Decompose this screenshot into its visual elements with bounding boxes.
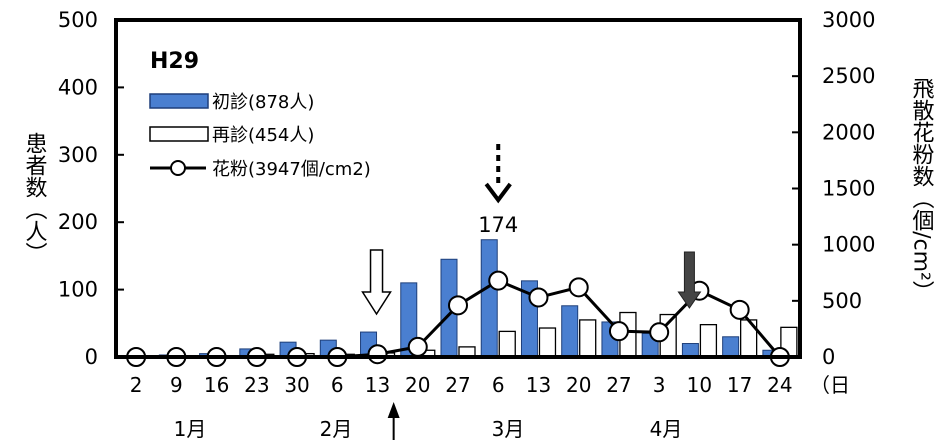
month-label: 2月	[320, 417, 353, 441]
y-tick-label-right: 3000	[822, 8, 875, 32]
x-tick-label: 9	[170, 373, 183, 397]
legend: H29 初診(878人) 再診(454人) 花粉(3947個/cm2)	[149, 49, 371, 180]
y-tick-label-left: 500	[58, 8, 98, 32]
legend-label-pollen: 花粉(3947個/cm2)	[212, 159, 371, 180]
dotted-arrow-head	[484, 182, 512, 204]
y-tick-label-left: 0	[85, 345, 98, 369]
bar-revisit	[538, 327, 557, 358]
bar-first-visit	[722, 336, 740, 358]
bar-revisit	[498, 330, 516, 358]
legend-swatch-first-visit	[149, 93, 209, 109]
legend-marker-pollen	[170, 160, 186, 176]
pollen-point	[649, 322, 670, 343]
x-tick-label: 10	[687, 373, 712, 397]
pollen-point	[528, 287, 549, 308]
y-tick-label-right: 2500	[822, 64, 875, 88]
y-tick-label-right: 2000	[822, 120, 875, 144]
y-axis-title-left: 患者数（人）	[22, 132, 48, 264]
legend-swatch-revisit	[149, 126, 209, 142]
x-tick-label: 6	[331, 373, 344, 397]
x-tick-label: 13	[526, 373, 551, 397]
x-tick-label: 17	[727, 373, 752, 397]
chart-title: H29	[150, 49, 199, 74]
bar-revisit	[699, 323, 718, 358]
y-tick-label-right: 0	[822, 345, 835, 369]
x-tick-label: 20	[405, 373, 430, 397]
x-tick-label: 2	[130, 373, 143, 397]
pollen-point	[568, 277, 589, 298]
bar-first-visit	[480, 239, 498, 358]
peak-value-label: 174	[478, 213, 518, 237]
pollen-point	[488, 270, 509, 291]
x-tick-label: 3	[653, 373, 666, 397]
month-label: 1月	[174, 417, 207, 441]
pollen-point	[448, 295, 468, 316]
pollen-point	[367, 344, 388, 365]
pollen-point	[608, 321, 629, 342]
month-label: 3月	[492, 417, 525, 441]
legend-label-revisit: 再診(454人)	[212, 125, 314, 146]
x-tick-label: 24	[767, 373, 792, 397]
y-axis-title-right: 飛散花粉数（個/cm²）	[909, 77, 935, 303]
dark-arrow	[677, 251, 702, 309]
pollen-point	[729, 299, 750, 320]
bar-first-visit	[681, 343, 699, 358]
x-tick-label: 27	[445, 373, 470, 397]
plot-area: 0 100 200 300 400 500 0 500 1000 1500 2000 2500 3000…	[58, 8, 876, 441]
bottom-arrow-head	[387, 402, 400, 418]
y-tick-label-left: 400	[58, 75, 98, 99]
x-axis-unit: （日	[810, 373, 850, 397]
x-tick-label: 6	[492, 373, 505, 397]
y-tick-label-left: 200	[58, 210, 98, 234]
x-tick-label: 16	[204, 373, 229, 397]
x-tick-label: 27	[606, 373, 631, 397]
x-tick-label: 13	[365, 373, 390, 397]
bar-revisit	[579, 319, 597, 358]
y-tick-label-right: 1000	[822, 233, 875, 257]
x-tick-label: 30	[284, 373, 309, 397]
white-arrow	[361, 249, 392, 316]
y-tick-label-right: 500	[822, 289, 862, 313]
y-tick-label-left: 300	[58, 143, 98, 167]
month-label: 4月	[650, 417, 683, 441]
pollen-point	[407, 336, 428, 357]
y-tick-label-left: 100	[58, 278, 98, 302]
legend-label-first-visit: 初診(878人)	[212, 92, 314, 113]
x-tick-label: 20	[566, 373, 591, 397]
x-tick-label: 23	[244, 373, 269, 397]
bar-first-visit	[561, 305, 579, 358]
y-tick-label-right: 1500	[822, 177, 875, 201]
